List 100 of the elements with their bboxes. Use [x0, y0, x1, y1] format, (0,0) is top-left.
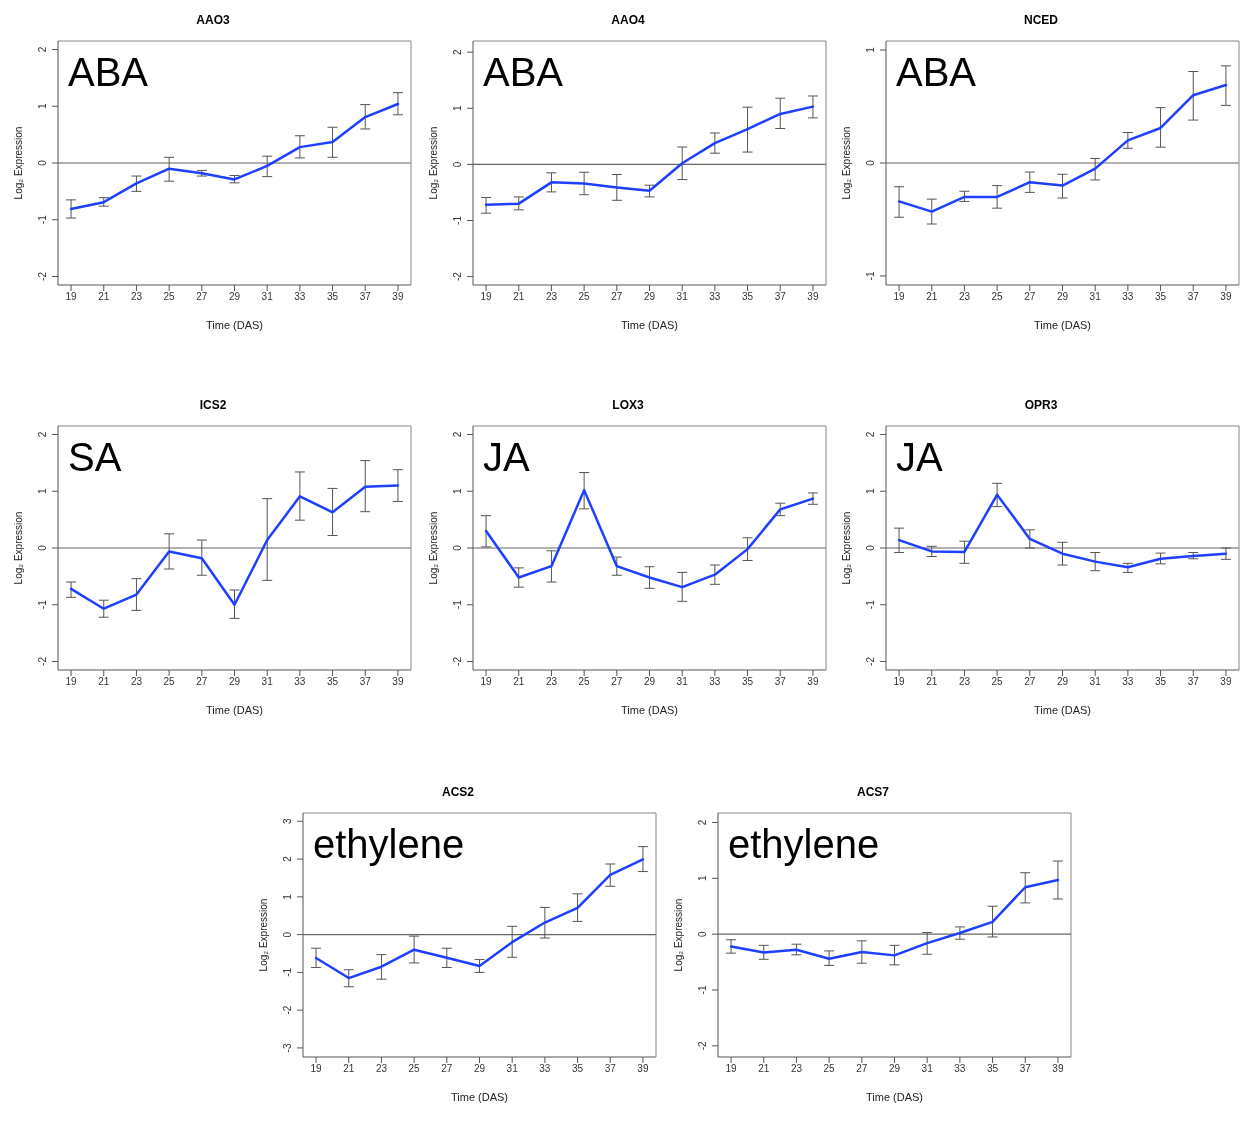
y-axis-title: Log₂ Expression: [12, 511, 24, 585]
x-tick-label: 31: [676, 676, 689, 688]
y-tick-label: -2: [37, 271, 48, 281]
x-tick-label: 31: [261, 291, 274, 303]
y-tick-label: 0: [865, 159, 876, 166]
x-tick-label: 33: [709, 676, 721, 688]
x-axis-title: Time (DAS): [1033, 704, 1092, 716]
chart-title: ACS7: [856, 784, 890, 801]
annotation: ABA: [896, 50, 977, 94]
x-tick-label: 25: [991, 676, 1004, 688]
x-tick-label: 21: [513, 676, 525, 688]
x-tick-label: 39: [1220, 291, 1232, 303]
x-tick-label: 19: [893, 291, 906, 303]
x-tick-label: 27: [1024, 676, 1036, 688]
x-tick-label: 37: [1187, 676, 1200, 688]
x-tick-label: 33: [1122, 291, 1134, 303]
y-tick-label: -1: [452, 215, 463, 225]
x-axis-title: Time (DAS): [1033, 319, 1092, 331]
x-tick-label: 25: [163, 676, 176, 688]
x-tick-label: 35: [741, 291, 754, 303]
x-tick-label: 37: [774, 291, 787, 303]
x-tick-label: 31: [921, 1063, 934, 1075]
x-tick-label: 27: [196, 291, 208, 303]
x-tick-label: 35: [1154, 291, 1167, 303]
x-tick-label: 31: [676, 291, 689, 303]
y-tick-label: 2: [37, 431, 48, 438]
y-tick-label: -2: [865, 656, 876, 666]
x-axis-title: Time (DAS): [450, 1091, 509, 1103]
line-series: [69, 102, 400, 211]
x-tick-label: 27: [611, 676, 623, 688]
x-tick-label: 39: [637, 1063, 649, 1075]
chart-title: NCED: [1023, 12, 1059, 29]
x-tick-label: 21: [926, 676, 938, 688]
x-tick-label: 19: [65, 676, 78, 688]
y-tick-label: -2: [282, 1005, 293, 1015]
chart-title: OPR3: [1023, 397, 1059, 414]
x-tick-label: 29: [228, 676, 241, 688]
x-tick-label: 37: [774, 676, 787, 688]
x-tick-label: 23: [790, 1063, 803, 1075]
x-tick-label: 33: [709, 291, 721, 303]
x-tick-label: 29: [888, 1063, 901, 1075]
y-tick-label: 0: [452, 161, 463, 168]
y-tick-label: -1: [37, 599, 48, 610]
y-axis-title: Log₂ Expression: [12, 126, 24, 200]
y-tick-label: 3: [282, 818, 293, 825]
y-axis-title: Log₂ Expression: [427, 126, 439, 200]
y-tick-label: 0: [865, 544, 876, 551]
line-series: [897, 493, 1228, 569]
y-tick-label: 0: [37, 544, 48, 551]
x-tick-label: 39: [392, 676, 404, 688]
x-tick-label: 23: [545, 676, 558, 688]
line-series: [69, 484, 400, 610]
y-tick-label: 1: [452, 105, 463, 112]
x-tick-label: 39: [807, 676, 819, 688]
x-tick-label: 35: [741, 676, 754, 688]
y-tick-label: 2: [282, 855, 293, 862]
x-tick-label: 29: [228, 291, 241, 303]
x-tick-label: 23: [375, 1063, 388, 1075]
x-tick-label: 19: [310, 1063, 323, 1075]
y-axis-title: Log₂ Expression: [257, 898, 269, 972]
y-tick-label: -1: [697, 985, 708, 995]
y-tick-label: 2: [865, 431, 876, 438]
x-tick-label: 37: [1187, 291, 1200, 303]
x-tick-label: 39: [807, 291, 819, 303]
x-tick-label: 25: [823, 1063, 836, 1075]
x-tick-label: 21: [513, 291, 525, 303]
y-tick-label: -2: [37, 656, 48, 666]
x-tick-label: 23: [130, 291, 143, 303]
x-tick-label: 29: [1056, 676, 1069, 688]
x-tick-label: 37: [1019, 1063, 1032, 1075]
y-tick-label: 2: [697, 819, 708, 826]
chart-title: LOX3: [611, 397, 645, 414]
x-tick-label: 29: [643, 291, 656, 303]
y-tick-label: -3: [282, 1043, 293, 1053]
x-tick-label: 23: [958, 676, 971, 688]
chart-title: ICS2: [198, 397, 228, 414]
x-tick-label: 29: [643, 676, 656, 688]
x-tick-label: 27: [856, 1063, 868, 1075]
y-tick-label: 1: [452, 488, 463, 495]
x-axis-title: Time (DAS): [205, 704, 264, 716]
x-tick-label: 25: [578, 676, 591, 688]
chart-title: ACS2: [441, 784, 475, 801]
x-tick-label: 39: [392, 291, 404, 303]
x-tick-label: 21: [343, 1063, 355, 1075]
x-tick-label: 19: [893, 676, 906, 688]
x-tick-label: 31: [1089, 676, 1102, 688]
x-tick-label: 31: [1089, 291, 1102, 303]
x-tick-label: 35: [986, 1063, 999, 1075]
y-tick-label: 0: [37, 159, 48, 166]
y-tick-label: 1: [697, 875, 708, 882]
y-tick-label: 2: [452, 431, 463, 438]
y-axis-title: Log₂ Expression: [840, 126, 852, 200]
y-tick-label: 1: [37, 488, 48, 495]
line-series: [484, 105, 815, 207]
y-tick-label: 2: [452, 49, 463, 55]
y-tick-label: -1: [865, 599, 876, 610]
annotation: JA: [483, 435, 530, 479]
annotation: ABA: [483, 50, 564, 94]
line-series: [729, 878, 1060, 960]
x-tick-label: 31: [261, 676, 274, 688]
